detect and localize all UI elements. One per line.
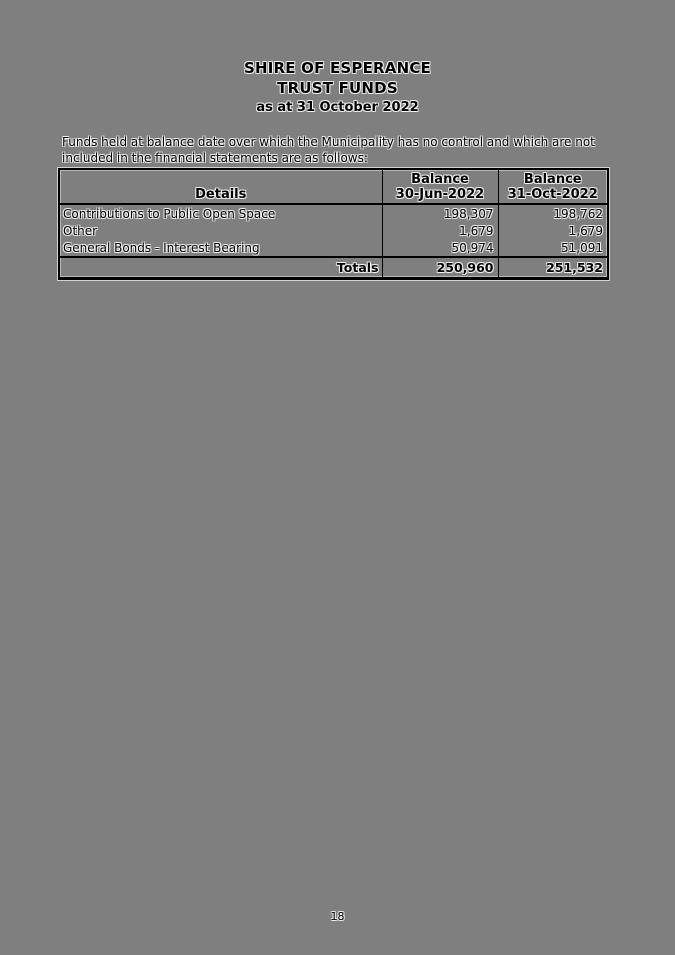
column-header-balance-oct-line1: Balance [523, 172, 582, 187]
row-balance-jun: 50,974 [381, 239, 498, 257]
page-number: 18 [330, 910, 345, 923]
column-header-balance-oct: Balance 31-Oct-2022 [497, 169, 608, 205]
totals-label: Totals [59, 256, 382, 279]
report-org-name: SHIRE OF ESPERANCE [243, 59, 432, 77]
table-row: Other 1,679 1,679 [59, 222, 608, 239]
column-header-details: Details [59, 169, 382, 205]
totals-balance-oct: 251,532 [497, 256, 608, 279]
report-title: TRUST FUNDS [277, 79, 398, 97]
table-row: General Bonds - Interest Bearing 50,974 … [59, 239, 608, 257]
intro-line-1: Funds held at balance date over which th… [62, 135, 595, 149]
column-header-balance-jun-line1: Balance [411, 172, 469, 187]
report-title-block: SHIRE OF ESPERANCE TRUST FUNDS as at 31 … [0, 58, 675, 117]
report-date-subtitle: as at 31 October 2022 [256, 100, 419, 115]
totals-row: Totals 250,960 251,532 [59, 256, 608, 279]
row-details: Contributions to Public Open Space [63, 206, 276, 221]
row-balance-oct: 198,762 [497, 204, 608, 222]
intro-paragraph: Funds held at balance date over which th… [62, 134, 607, 166]
row-balance-oct: 51,091 [497, 239, 608, 257]
column-header-balance-jun: Balance 30-Jun-2022 [381, 169, 498, 205]
row-details: Other [63, 223, 98, 238]
row-details: General Bonds - Interest Bearing [63, 240, 260, 255]
table-row: Contributions to Public Open Space 198,3… [59, 204, 608, 222]
totals-balance-jun: 250,960 [381, 256, 498, 279]
row-balance-oct: 1,679 [497, 222, 608, 239]
row-balance-jun: 1,679 [381, 222, 498, 239]
trust-funds-table: Details Balance 30-Jun-2022 Balance 31-O… [58, 168, 609, 280]
column-header-balance-jun-line2: 30-Jun-2022 [395, 187, 485, 202]
intro-line-2: included in the financial statements are… [62, 151, 368, 165]
column-header-balance-oct-line2: 31-Oct-2022 [507, 187, 598, 202]
trust-funds-table-container: Details Balance 30-Jun-2022 Balance 31-O… [58, 168, 609, 280]
table-header-row: Details Balance 30-Jun-2022 Balance 31-O… [59, 169, 608, 205]
row-balance-jun: 198,307 [381, 204, 498, 222]
